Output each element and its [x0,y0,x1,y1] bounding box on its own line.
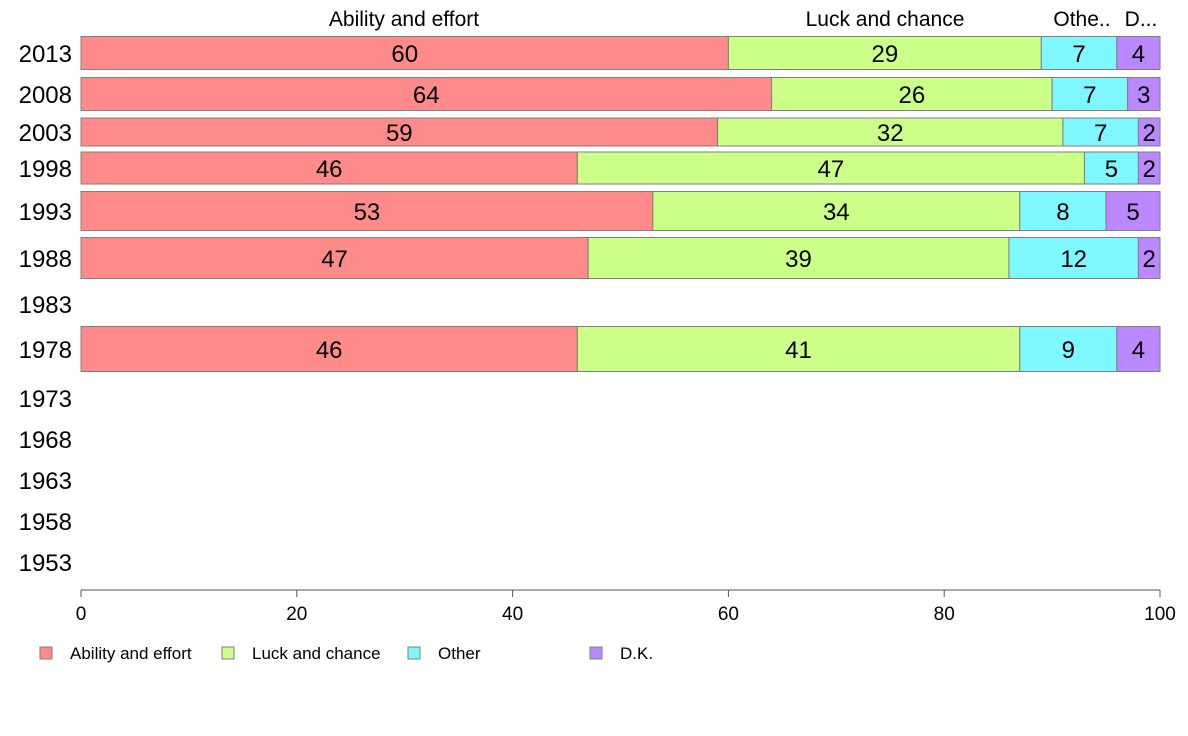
legend-label: Other [438,644,481,663]
bar-segment [1019,326,1118,372]
bar-value-label: 26 [898,82,925,109]
bar-segment [1127,77,1161,111]
bar-value-label: 7 [1083,82,1096,109]
bar-value-labels: 60 29 7 464 26 7 359 32 7 246 47 5 253 34 8 547 39 12 246 4… [316,41,1156,364]
bar-segment [1040,36,1118,70]
year-label: 1973 [19,386,72,413]
year-label: 2008 [19,82,72,109]
y-axis-year-labels: 2013 2008 2003 1998 1993 1988 1983 1978 1973 1968… [19,41,72,577]
bar-value-label: 4 [1132,337,1145,364]
year-label: 2003 [19,120,72,147]
bar-value-label: 2 [1143,246,1156,273]
bar-segment [1116,326,1161,372]
legend-label: D.K. [620,644,653,663]
bar-value-label: 32 [877,120,904,147]
bar-segment [1051,77,1129,111]
bar-value-label: 53 [354,199,381,226]
bar-value-label: 46 [316,156,343,183]
year-label: 2013 [19,41,72,68]
x-tick-label: 100 [1144,604,1176,625]
bar-value-label: 12 [1060,246,1087,273]
bar-value-label: 5 [1105,156,1118,183]
bar-segment [80,77,773,111]
x-tick-label: 0 [76,604,87,625]
bar-segment [1137,151,1161,185]
bar-segment [727,36,1042,70]
bars [80,36,1161,372]
year-label: 1988 [19,246,72,273]
x-tick-label: 40 [502,604,523,625]
bar-value-label: 39 [785,246,812,273]
year-label: 1993 [19,199,72,226]
bar-segment [80,151,578,185]
year-label: 1958 [19,509,72,536]
legend-label: Luck and chance [252,644,381,663]
bar-segment [1137,117,1161,147]
legend-swatch [589,646,603,660]
year-label: 1968 [19,427,72,454]
bar-segment [576,326,1021,372]
bar-segment [80,117,719,147]
year-label: 1953 [19,550,72,577]
bar-segment [1105,191,1161,231]
x-axis: 0 20 40 60 80 100 [76,589,1176,625]
bar-value-label: 47 [321,246,348,273]
legend-label: Ability and effort [70,644,192,663]
bar-value-label: 29 [872,41,899,68]
bar-segment [80,36,729,70]
bar-value-label: 8 [1056,199,1069,226]
legend-swatch [221,646,235,660]
bar-segment [1137,237,1161,279]
series-header-label: D... [1125,8,1158,31]
bar-value-label: 3 [1137,82,1150,109]
bar-value-label: 60 [391,41,418,68]
bar-value-label: 47 [818,156,845,183]
series-header-labels: Ability and effort Luck and chance Othe.. D… [329,8,1157,31]
bar-value-label: 34 [823,199,850,226]
bar-value-label: 2 [1143,120,1156,147]
year-label: 1963 [19,468,72,495]
bar-segment [717,117,1064,147]
bar-segment [771,77,1053,111]
year-label: 1978 [19,337,72,364]
bar-segment [1116,36,1161,70]
series-header-label: Ability and effort [329,8,479,31]
bar-segment [1083,151,1139,185]
bar-value-label: 5 [1126,199,1139,226]
bar-value-label: 46 [316,337,343,364]
series-header-label: Luck and chance [806,8,965,31]
bar-segment [80,326,578,372]
bar-value-label: 41 [785,337,812,364]
bar-value-label: 9 [1062,337,1075,364]
bar-segment [1008,237,1139,279]
legend: Ability and effort Luck and chance Other D.… [39,644,653,663]
year-label: 1998 [19,156,72,183]
bar-segment [576,151,1085,185]
x-tick-label: 60 [718,604,739,625]
year-label: 1983 [19,292,72,319]
bar-value-label: 7 [1072,41,1085,68]
bar-value-label: 7 [1094,120,1107,147]
bar-value-label: 4 [1132,41,1145,68]
bar-value-label: 64 [413,82,440,109]
bar-segment [1019,191,1107,231]
bar-value-label: 59 [386,120,413,147]
bar-value-label: 2 [1143,156,1156,183]
legend-swatch [39,646,53,660]
x-tick-label: 80 [934,604,955,625]
series-header-label: Othe.. [1053,8,1110,31]
x-tick-label: 20 [286,604,307,625]
legend-swatch [407,646,421,660]
